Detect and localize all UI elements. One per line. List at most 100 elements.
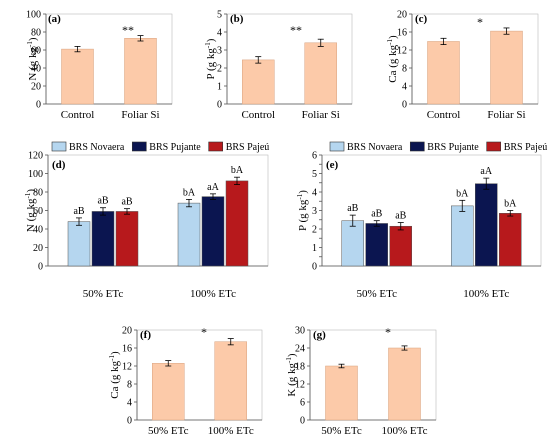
e-bar-3-1 [389, 225, 412, 267]
b-ytick-label-5: 5 [217, 10, 222, 21]
g-category-label-1: 50% ETc [321, 425, 362, 437]
c-panel-label: (c) [415, 13, 428, 25]
g-ytick-label-0: 0 [300, 416, 305, 427]
d-bar-3-2 [225, 180, 249, 267]
e-data-label-3-1: aB [395, 211, 406, 222]
a-ytick-label-5: 100 [26, 10, 41, 21]
g-panel-label: (g) [313, 329, 326, 341]
a-category-label-1: Control [61, 109, 95, 121]
c-ytick-label-2: 8 [402, 64, 407, 75]
f-category-label-1: 50% ETc [148, 425, 189, 437]
f-ytick-label-0: 0 [127, 416, 132, 427]
d-legend-swatch-1 [51, 141, 67, 152]
g-significance-marker: * [385, 325, 391, 339]
g-ytick-label-1: 6 [300, 398, 305, 409]
panel-d: 0 20 40 60 80 100 120 N (g kg-1) (d) 50% ETc aB aB a… [24, 141, 270, 300]
panel-f: 0 4 8 12 16 20 Ca (g kg-1) (f) 50% ETc 100% ETc * [108, 325, 263, 437]
e-ytick-label-6: 3 [312, 206, 317, 217]
d-ytick-label-4: 80 [33, 188, 43, 199]
b-bar-2 [304, 42, 337, 105]
f-category-label-2: 100% ETc [208, 425, 254, 437]
f-bar-2 [214, 341, 247, 421]
e-legend-label-2: BRS Pujante [427, 142, 479, 153]
d-legend-label-3: BRS Pajeú [226, 142, 270, 153]
e-bar-2-1 [365, 223, 388, 267]
b-y-axis-label: P (g kg-1) [204, 38, 217, 79]
a-bar-1 [61, 48, 94, 105]
a-ytick-label-2: 40 [31, 64, 41, 75]
b-bar-1 [242, 59, 275, 105]
f-ytick-label-2: 8 [127, 380, 132, 391]
d-ytick-label-3: 60 [33, 206, 43, 217]
d-data-label-2-2: aA [207, 182, 219, 193]
d-data-label-2-1: aB [97, 196, 108, 207]
panel-g: 0 6 12 18 24 30 K (g kg-1) (g) 50% ETc 100% ETc * [285, 325, 437, 437]
a-panel-label: (a) [48, 13, 61, 25]
e-bar-3-2 [499, 213, 522, 267]
c-bar-1 [427, 41, 460, 105]
d-category-label-1: 50% ETc [83, 288, 124, 300]
d-y-axis-label: N (g kg-1) [24, 189, 37, 232]
b-category-label-2: Foliar Si [302, 109, 340, 121]
d-bar-1-2 [177, 202, 201, 267]
c-significance-marker: * [477, 15, 483, 29]
d-ytick-label-1: 20 [33, 243, 43, 254]
panel-b: 0 1 2 3 4 5 P (g kg-1) (b) Control Foliar Si ** [204, 10, 353, 121]
g-category-label-2: 100% ETc [382, 425, 428, 437]
a-category-label-2: Foliar Si [121, 109, 159, 121]
d-ytick-label-6: 120 [28, 151, 43, 162]
d-legend-swatch-2 [131, 141, 147, 152]
a-bar-2 [124, 38, 157, 105]
c-ytick-label-4: 16 [397, 28, 407, 39]
a-ytick-label-3: 60 [31, 46, 41, 57]
c-ytick-label-1: 4 [402, 82, 407, 93]
c-y-axis-label: Ca (g kg-1) [386, 35, 399, 83]
e-ytick-label-8: 4 [312, 188, 317, 199]
d-data-label-1-1: aB [73, 206, 84, 217]
c-ytick-label-3: 12 [397, 46, 407, 57]
d-ytick-label-2: 40 [33, 225, 43, 236]
d-legend-label-1: BRS Novaera [69, 142, 125, 153]
g-bar-1 [325, 365, 358, 421]
c-bar-2 [490, 30, 523, 105]
d-panel-label: (d) [52, 159, 66, 171]
a-ytick-label-4: 80 [31, 28, 41, 39]
e-data-label-1-2: bA [456, 188, 469, 199]
g-ytick-label-5: 30 [295, 326, 305, 337]
a-significance-marker: ** [122, 23, 134, 37]
a-y-axis-label: N (g kg-1) [26, 37, 39, 80]
d-category-label-2: 100% ETc [190, 288, 236, 300]
d-data-label-3-2: bA [231, 165, 244, 176]
d-data-label-3-1: aB [121, 197, 132, 208]
b-ytick-label-2: 2 [217, 64, 222, 75]
g-bar-2 [388, 347, 421, 421]
d-bar-1-1 [67, 221, 91, 267]
b-ytick-label-3: 3 [217, 46, 222, 57]
d-ytick-label-0: 0 [38, 262, 43, 273]
c-ytick-label-0: 0 [402, 100, 407, 111]
e-ytick-label-4: 2 [312, 225, 317, 236]
d-legend-swatch-3 [208, 141, 223, 152]
e-bar-1-1 [341, 220, 364, 267]
e-legend-label-3: BRS Pajeú [504, 142, 548, 153]
f-panel-label: (f) [140, 329, 151, 341]
e-category-label-2: 100% ETc [463, 288, 509, 300]
c-ytick-label-5: 20 [397, 10, 407, 21]
d-legend-label-2: BRS Pujante [149, 142, 201, 153]
f-ytick-label-3: 12 [122, 362, 132, 373]
b-ytick-label-0: 0 [217, 100, 222, 111]
e-data-label-2-2: aA [480, 166, 492, 177]
e-ytick-label-10: 5 [312, 169, 317, 180]
g-ytick-label-3: 18 [295, 362, 305, 373]
e-bar-1-2 [451, 205, 474, 267]
e-ytick-label-0: 0 [312, 262, 317, 273]
a-ytick-label-0: 0 [36, 100, 41, 111]
e-legend-swatch-3 [486, 141, 501, 152]
e-legend-swatch-2 [409, 141, 425, 152]
e-legend-label-1: BRS Novaera [347, 142, 403, 153]
e-data-label-2-1: aB [371, 209, 382, 220]
c-category-label-1: Control [427, 109, 461, 121]
a-ytick-label-1: 20 [31, 82, 41, 93]
b-ytick-label-1: 1 [217, 82, 222, 93]
